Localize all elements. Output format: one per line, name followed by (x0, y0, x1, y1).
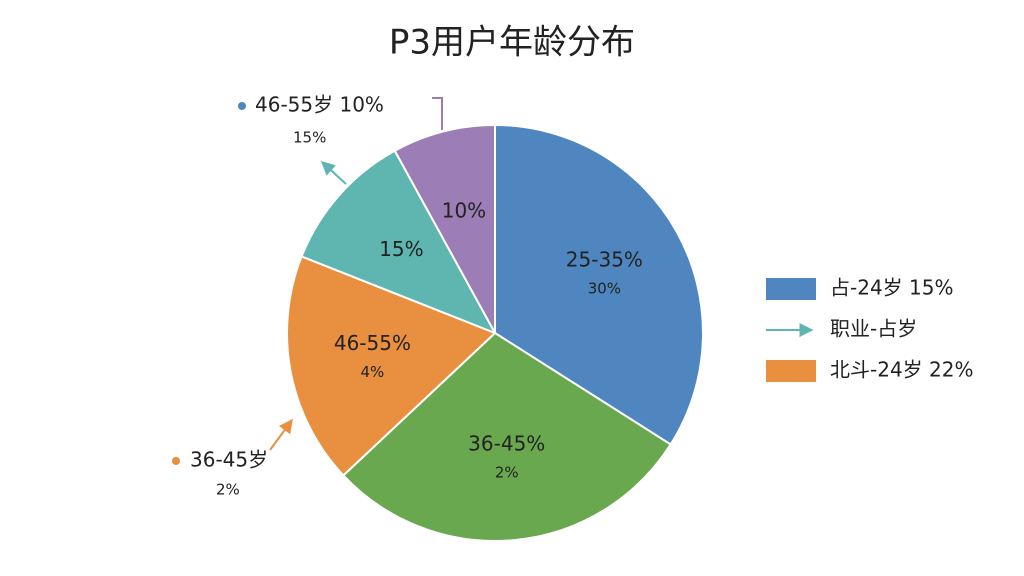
callout-dot (172, 457, 180, 465)
legend-label: 占-24岁 15% (830, 276, 953, 300)
pie-slice (300, 149, 498, 335)
slice-label: 25-35% (566, 247, 643, 271)
slice-note: 30% (588, 279, 621, 297)
pie-slice (286, 255, 497, 477)
callout-arrow (320, 161, 347, 185)
callout-label: 15% (293, 129, 326, 147)
slice-label: 10% (442, 199, 486, 223)
slice-note: 2% (495, 464, 519, 482)
legend-label: 职业-占岁 (830, 317, 917, 341)
callout-label: 46-55岁 10% (255, 93, 384, 117)
pie-slice (341, 331, 673, 542)
callout-label: 2% (216, 481, 240, 499)
legend-swatch (766, 360, 816, 382)
slice-note: 4% (361, 363, 385, 381)
callout-arrow (269, 418, 293, 451)
legend-label: 北斗-24岁 22% (830, 358, 973, 382)
slice-label: 15% (379, 237, 423, 261)
pie-slice (393, 123, 496, 334)
slice-label: 46-55% (334, 331, 411, 355)
slice-label: 36-45% (468, 432, 545, 456)
callout-line (432, 97, 443, 130)
pie-slice (494, 123, 704, 446)
chart-title: P3用户年龄分布 (389, 23, 635, 63)
callout-label: 36-45岁 (190, 448, 268, 472)
callout-dot (238, 102, 246, 110)
legend-swatch (766, 278, 816, 300)
